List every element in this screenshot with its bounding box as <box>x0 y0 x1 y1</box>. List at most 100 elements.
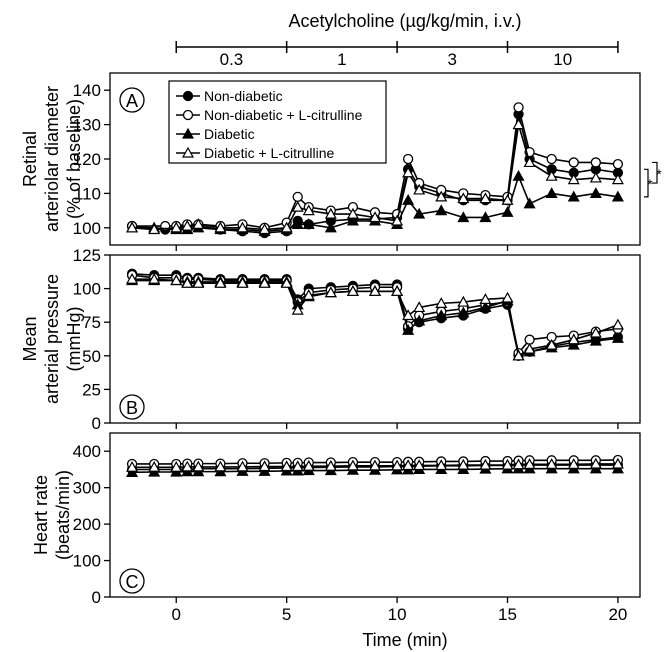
data-point <box>523 156 536 168</box>
data-point <box>214 221 227 233</box>
significance: ** <box>644 161 662 198</box>
data-point <box>501 206 514 217</box>
y-axis-label: arterial pressure <box>42 274 62 404</box>
data-point <box>545 338 558 350</box>
panel-c: 0 100 200 300 400 0 5 10 15 20 Heart rate (beats/mi… <box>31 432 641 624</box>
data-point <box>589 334 602 346</box>
panel-letter: B <box>119 394 145 420</box>
data-point <box>126 221 139 233</box>
data-point <box>391 214 404 226</box>
y-tick-label: 200 <box>73 515 101 534</box>
data-point <box>479 293 492 304</box>
y-axis-label: Retinal <box>20 131 40 187</box>
data-point <box>346 459 359 471</box>
data-point <box>258 223 271 235</box>
figure-title: Acetylcholine (µg/kg/min, i.v.) <box>288 11 521 31</box>
data-point <box>567 458 580 469</box>
data-point <box>258 276 271 288</box>
y-tick-label: 400 <box>73 442 101 461</box>
y-tick-label: 0 <box>92 414 101 433</box>
data-point <box>148 223 161 235</box>
dose-bracket: 0.3 1 3 10 <box>175 41 619 69</box>
dose-label: 10 <box>553 50 572 69</box>
legend-box <box>168 80 387 164</box>
data-point <box>280 276 293 288</box>
panel-b: 0 25 50 75 100 125 Mean arterial pressure (mmHg)… <box>20 246 641 433</box>
data-point <box>402 194 415 205</box>
y-tick-label: 110 <box>74 184 101 203</box>
data-point <box>391 285 404 296</box>
y-tick-label: 130 <box>73 116 101 135</box>
data-point <box>236 276 249 288</box>
panel-a: 100 110 120 130 140 Retinal arteriolar diamete… <box>20 72 641 251</box>
data-point <box>391 459 404 471</box>
data-point <box>346 207 359 219</box>
plot-frame <box>109 254 641 424</box>
data-point <box>590 157 601 168</box>
legend: Non-diabetic Non-diabetic + L-citrulline D… <box>168 80 387 164</box>
data-point <box>513 102 524 113</box>
data-point <box>523 197 536 209</box>
data-point <box>280 460 293 472</box>
series-3 <box>126 118 624 235</box>
data-point <box>346 285 359 296</box>
data-point <box>192 460 205 472</box>
legend-label: Diabetic + L-citrulline <box>204 145 335 161</box>
data-point <box>523 458 536 469</box>
data-point <box>280 221 293 233</box>
data-point <box>457 211 470 223</box>
data-point <box>214 276 227 288</box>
data-point <box>302 218 315 229</box>
data-point <box>181 276 194 288</box>
y-tick-label: 100 <box>73 552 101 571</box>
data-point <box>368 285 382 296</box>
svg-text:B: B <box>126 398 138 418</box>
y-tick-label: 0 <box>92 588 101 607</box>
data-point <box>413 183 426 195</box>
significance-star: * <box>647 176 653 192</box>
y-tick-label: 300 <box>73 479 101 498</box>
data-point <box>567 173 580 185</box>
data-point <box>346 214 359 226</box>
x-axis-label: Time (min) <box>362 630 447 650</box>
data-point <box>611 173 624 185</box>
data-point <box>126 272 139 284</box>
data-point <box>181 219 194 231</box>
data-point <box>611 332 624 343</box>
data-point <box>368 459 382 471</box>
data-point <box>170 461 183 472</box>
data-point <box>501 291 514 303</box>
legend-label: Non-diabetic + L-citrulline <box>204 107 363 123</box>
data-point <box>324 221 337 233</box>
legend-item: Diabetic + L-citrulline <box>176 145 335 161</box>
x-tick-label: 0 <box>172 605 181 624</box>
plot-frame <box>109 432 641 598</box>
significance-star: * <box>656 166 662 182</box>
data-point <box>435 204 448 216</box>
data-point <box>236 460 249 472</box>
x-tick-label: 20 <box>608 605 627 624</box>
data-point <box>368 211 382 223</box>
x-tick-label: 10 <box>388 605 407 624</box>
panel-letter: C <box>119 568 145 594</box>
data-point <box>192 218 205 229</box>
legend-item: Non-diabetic + L-citrulline <box>176 107 363 123</box>
data-point <box>589 171 602 183</box>
data-point <box>402 309 415 321</box>
data-point <box>568 157 579 168</box>
data-point <box>302 459 315 471</box>
series-3 <box>126 272 624 361</box>
data-point <box>170 221 183 233</box>
y-tick-label: 100 <box>73 280 101 299</box>
data-point <box>524 334 535 345</box>
svg-text:A: A <box>126 91 138 111</box>
data-point <box>479 301 492 313</box>
data-point <box>402 324 415 335</box>
data-point <box>611 457 624 469</box>
data-point <box>170 274 183 286</box>
y-axis-label: (beats/min) <box>53 470 73 560</box>
data-point <box>292 191 303 202</box>
data-point <box>435 459 448 471</box>
